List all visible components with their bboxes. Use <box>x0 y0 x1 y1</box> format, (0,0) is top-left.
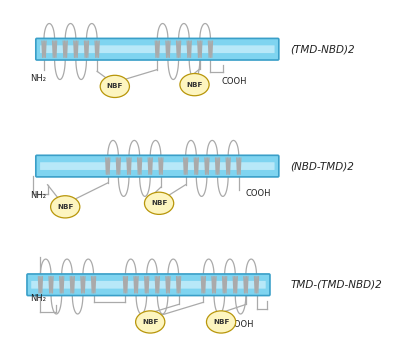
Text: TMD-(TMD-NBD)2: TMD-(TMD-NBD)2 <box>290 280 382 290</box>
Text: NH₂: NH₂ <box>30 74 46 83</box>
Ellipse shape <box>180 74 209 96</box>
FancyBboxPatch shape <box>40 162 274 170</box>
Ellipse shape <box>144 192 174 215</box>
Text: NBF: NBF <box>213 319 229 325</box>
Text: NH₂: NH₂ <box>30 191 46 200</box>
Text: COOH: COOH <box>228 320 254 329</box>
Text: NBF: NBF <box>107 84 123 89</box>
FancyBboxPatch shape <box>36 155 279 177</box>
FancyBboxPatch shape <box>40 45 274 53</box>
Text: NBF: NBF <box>57 204 74 210</box>
Text: (TMD-NBD)2: (TMD-NBD)2 <box>290 44 355 54</box>
Text: COOH: COOH <box>221 77 246 86</box>
Text: NBF: NBF <box>151 200 167 206</box>
FancyBboxPatch shape <box>36 39 279 60</box>
Ellipse shape <box>136 311 165 333</box>
Ellipse shape <box>100 75 130 97</box>
Ellipse shape <box>51 196 80 218</box>
Text: NBF: NBF <box>142 319 158 325</box>
FancyBboxPatch shape <box>27 274 270 296</box>
Text: NH₂: NH₂ <box>30 293 46 302</box>
Text: COOH: COOH <box>246 189 271 198</box>
Text: (NBD-TMD)2: (NBD-TMD)2 <box>290 161 354 171</box>
FancyBboxPatch shape <box>31 281 266 288</box>
Ellipse shape <box>206 311 236 333</box>
Text: NBF: NBF <box>186 82 203 87</box>
